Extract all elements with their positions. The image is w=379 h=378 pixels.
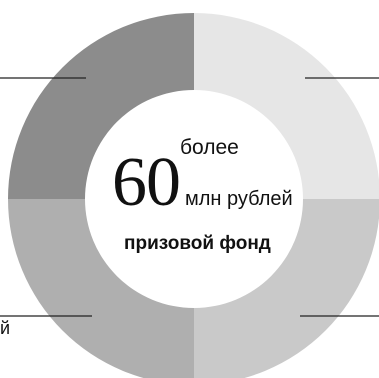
leader-lines: [0, 77, 379, 317]
donut-slice-1: [194, 13, 379, 199]
donut-slice-4: [8, 13, 194, 199]
donut-slices: [8, 13, 379, 378]
edge-label: й: [0, 318, 11, 338]
donut-slice-3: [8, 199, 194, 378]
donut-slice-2: [194, 199, 379, 378]
